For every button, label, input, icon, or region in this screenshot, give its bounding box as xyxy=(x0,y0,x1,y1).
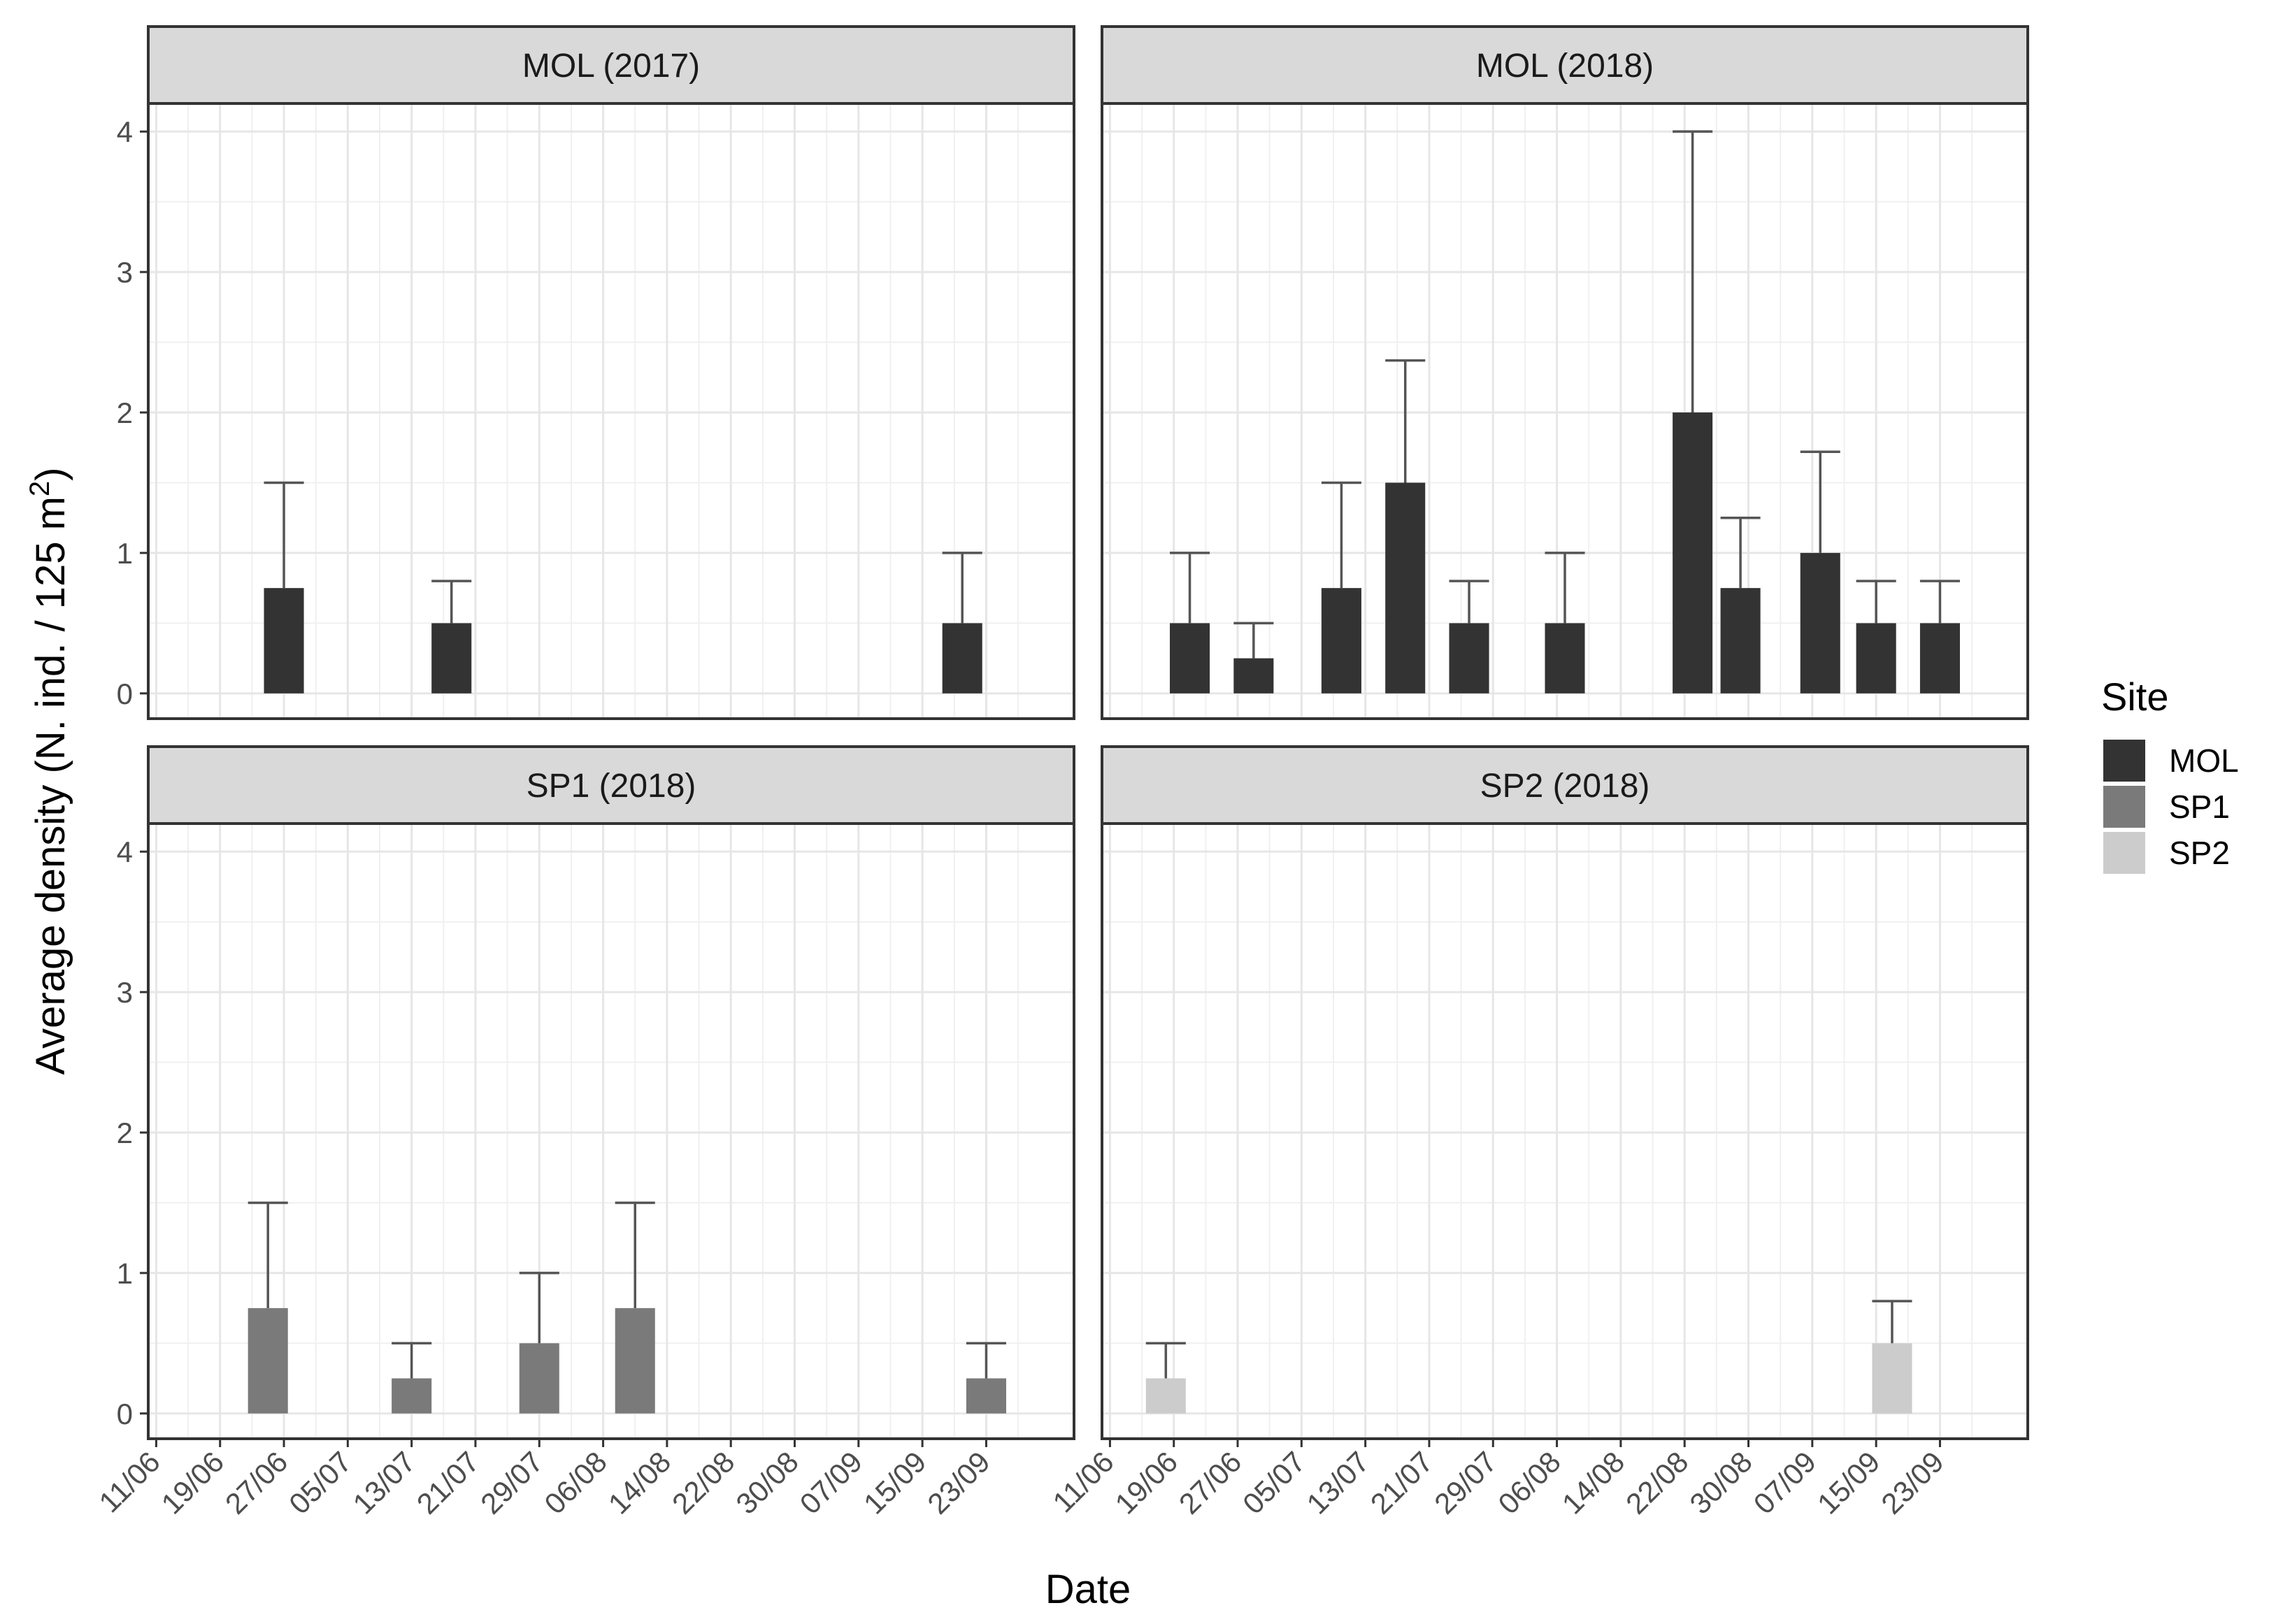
bar-mol xyxy=(1170,623,1210,694)
panel-strip-label: MOL (2018) xyxy=(1476,48,1654,85)
y-axis-title-main: Average density (N. ind. / 125 m xyxy=(28,496,73,1075)
y-tick-label: 4 xyxy=(117,835,133,868)
bar-sp1 xyxy=(248,1308,288,1414)
x-tick-label: 21/07 xyxy=(1364,1445,1440,1521)
bar-mol xyxy=(431,623,472,694)
x-tick-label: 11/06 xyxy=(1046,1445,1119,1518)
x-tick-label: 13/07 xyxy=(346,1445,422,1521)
bar-sp2 xyxy=(1145,1378,1186,1414)
x-tick-label: 22/08 xyxy=(1619,1445,1695,1521)
y-tick-label: 0 xyxy=(117,677,133,710)
x-tick-label: 15/09 xyxy=(857,1445,933,1521)
panel-border xyxy=(147,102,1075,720)
y-axis-title-close: ) xyxy=(28,467,73,480)
panel-plot-background xyxy=(148,824,1074,1439)
bar-sp2 xyxy=(1872,1343,1912,1414)
bar-mol xyxy=(1385,482,1426,694)
legend-key-mol xyxy=(2103,740,2145,782)
x-tick-label: 15/09 xyxy=(1811,1445,1887,1521)
bar-mol xyxy=(1233,658,1274,694)
y-tick-label: 1 xyxy=(117,1257,133,1290)
x-tick-label: 27/06 xyxy=(219,1445,294,1521)
panel-sp2-2018: SP2 (2018) 11/0619/0627/0605/0713/0721/07… xyxy=(1046,745,2029,1521)
legend-key-sp2 xyxy=(2103,832,2145,874)
panel-strip xyxy=(1101,25,2029,105)
x-tick-label: 19/06 xyxy=(1109,1445,1184,1521)
panel-border xyxy=(1101,822,2029,1440)
x-tick-label: 14/08 xyxy=(1556,1445,1631,1521)
y-axis-title-superscript: 2 xyxy=(24,481,55,496)
bar-mol xyxy=(1449,623,1489,694)
x-tick-label: 21/07 xyxy=(410,1445,486,1521)
bar-mol xyxy=(1919,623,1960,694)
panel-strip-label: MOL (2017) xyxy=(522,48,700,85)
x-tick-label: 07/09 xyxy=(1747,1445,1823,1521)
bar-sp1 xyxy=(519,1343,559,1414)
y-tick-label: 0 xyxy=(117,1397,133,1430)
bar-mol xyxy=(1321,588,1361,694)
y-tick-label: 4 xyxy=(117,115,133,148)
y-tick-label: 3 xyxy=(117,256,133,289)
legend-title: Site xyxy=(2101,675,2169,719)
legend-label-sp1: SP1 xyxy=(2169,789,2230,825)
panel-plot-background xyxy=(1102,824,2028,1439)
panel-border xyxy=(147,822,1075,1440)
y-tick-label: 2 xyxy=(117,396,133,429)
panel-sp1-2018: SP1 (2018) 0 1 2 3 4 11/0619/0627/0605/0713/07… xyxy=(92,745,1075,1521)
x-tick-label: 23/09 xyxy=(921,1445,996,1521)
panel-strip xyxy=(1101,745,2029,825)
x-tick-label: 07/09 xyxy=(794,1445,869,1521)
x-axis-title: Date xyxy=(1045,1567,1131,1612)
x-tick-label: 11/06 xyxy=(92,1445,166,1518)
x-tick-label: 30/08 xyxy=(729,1445,805,1521)
x-tick-label: 06/08 xyxy=(1491,1445,1567,1521)
panel-mol-2017: MOL (2017) 0 1 2 3 4 xyxy=(117,25,1075,720)
y-tick-label: 1 xyxy=(117,537,133,570)
bar-mol xyxy=(1720,588,1761,694)
x-tick-label: 05/07 xyxy=(282,1445,358,1521)
x-tick-label: 14/08 xyxy=(602,1445,678,1521)
legend-key-sp1 xyxy=(2103,786,2145,828)
panel-strip-label: SP2 (2018) xyxy=(1480,768,1650,805)
bar-mol xyxy=(1673,412,1713,694)
y-tick-label: 3 xyxy=(117,976,133,1009)
x-tick-label: 22/08 xyxy=(666,1445,741,1521)
bar-sp1 xyxy=(615,1308,655,1414)
bar-sp1 xyxy=(392,1378,432,1414)
legend-label-mol: MOL xyxy=(2169,742,2239,779)
x-tick-label: 29/07 xyxy=(1428,1445,1503,1521)
bar-mol xyxy=(264,588,304,694)
bar-mol xyxy=(1800,552,1840,694)
bar-mol xyxy=(1545,623,1585,694)
y-axis-title: Average density (N. ind. / 125 m2) xyxy=(24,467,73,1075)
x-tick-label: 13/07 xyxy=(1300,1445,1375,1521)
x-tick-label: 27/06 xyxy=(1173,1445,1248,1521)
panel-mol-2018: MOL (2018) xyxy=(1101,25,2029,720)
y-tick-label: 2 xyxy=(117,1116,133,1149)
bar-sp1 xyxy=(966,1378,1006,1414)
panel-border xyxy=(1101,102,2029,720)
bar-mol xyxy=(942,623,982,694)
legend-label-sp2: SP2 xyxy=(2169,835,2230,871)
panel-strip xyxy=(147,25,1075,105)
panel-strip-label: SP1 (2018) xyxy=(527,768,696,805)
bar-mol xyxy=(1856,623,1896,694)
x-tick-label: 05/07 xyxy=(1236,1445,1312,1521)
x-tick-label: 30/08 xyxy=(1683,1445,1759,1521)
panel-strip xyxy=(147,745,1075,825)
x-tick-label: 29/07 xyxy=(474,1445,550,1521)
x-tick-label: 19/06 xyxy=(155,1445,231,1521)
x-tick-label: 23/09 xyxy=(1875,1445,1950,1521)
x-tick-label: 06/08 xyxy=(538,1445,613,1521)
